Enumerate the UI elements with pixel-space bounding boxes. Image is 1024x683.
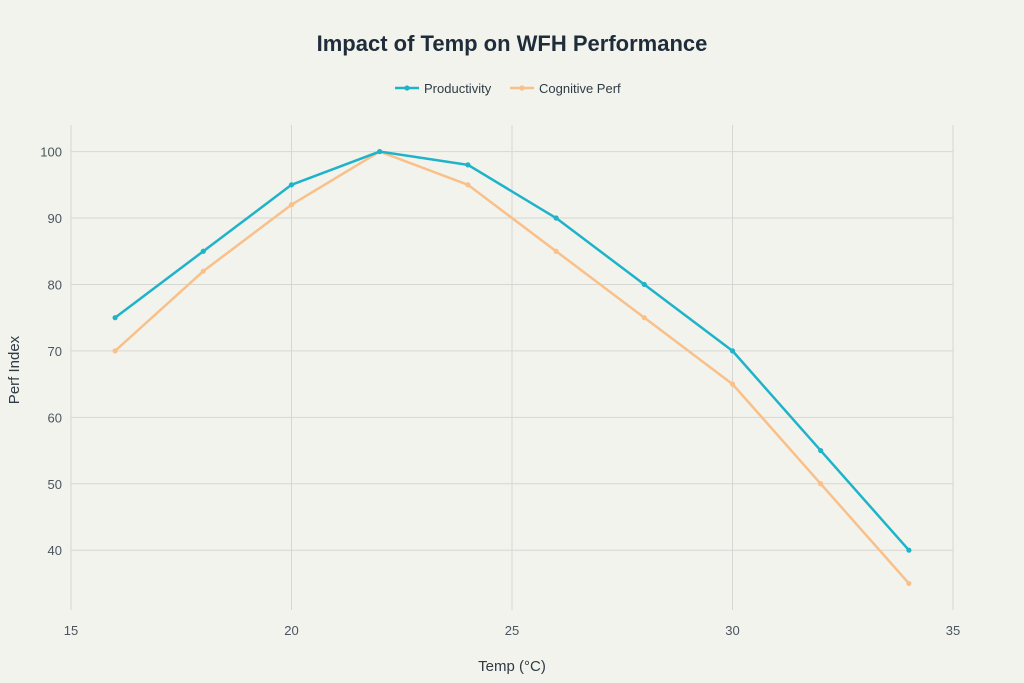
legend-label: Cognitive Perf	[539, 81, 621, 96]
legend-item-0[interactable]: Productivity	[395, 81, 492, 96]
data-point[interactable]	[906, 580, 912, 587]
data-point[interactable]	[200, 268, 206, 274]
y-tick-label: 40	[48, 543, 62, 558]
y-tick-label: 100	[40, 145, 62, 160]
series-line-1	[114, 150, 910, 585]
x-axis-ticks: 15 20 25 30 35	[64, 623, 960, 638]
data-point[interactable]	[906, 547, 912, 553]
y-tick-label: 70	[48, 344, 62, 359]
y-axis-ticks: 40 50 60 70 80 90 100	[40, 145, 62, 559]
y-tick-label: 50	[48, 477, 62, 492]
data-point[interactable]	[465, 162, 471, 168]
data-point[interactable]	[465, 182, 471, 188]
x-tick-label: 30	[725, 623, 739, 638]
x-axis-title: Temp (°C)	[478, 658, 546, 675]
x-tick-label: 15	[64, 623, 78, 638]
y-tick-label: 80	[48, 277, 62, 292]
x-tick-label: 35	[946, 623, 960, 638]
data-point[interactable]	[818, 481, 824, 487]
legend-label: Productivity	[424, 81, 492, 96]
legend-item-1[interactable]: Cognitive Perf	[510, 81, 621, 96]
x-tick-label: 25	[505, 623, 519, 638]
data-point[interactable]	[553, 248, 559, 254]
series-0	[112, 148, 912, 553]
data-point[interactable]	[200, 248, 206, 254]
data-point[interactable]	[288, 202, 295, 208]
legend-marker	[404, 85, 410, 91]
legend-marker	[519, 85, 525, 91]
y-tick-label: 60	[48, 410, 62, 425]
x-gridlines	[70, 125, 954, 610]
data-point[interactable]	[288, 182, 295, 188]
series-1	[112, 148, 912, 587]
y-axis-title: Perf Index	[6, 335, 23, 404]
legend: Productivity Cognitive Perf	[395, 81, 621, 96]
x-tick-label: 20	[284, 623, 298, 638]
series-layer	[112, 148, 912, 587]
data-point[interactable]	[112, 315, 118, 321]
chart-title: Impact of Temp on WFH Performance	[317, 31, 708, 56]
data-point[interactable]	[377, 148, 383, 155]
data-point[interactable]	[112, 348, 118, 354]
series-line-0	[114, 150, 910, 552]
data-point[interactable]	[729, 381, 736, 387]
data-point[interactable]	[641, 281, 647, 288]
y-tick-label: 90	[48, 211, 62, 226]
data-point[interactable]	[729, 348, 736, 354]
data-point[interactable]	[818, 447, 824, 454]
data-point[interactable]	[553, 215, 559, 221]
data-point[interactable]	[641, 315, 647, 321]
